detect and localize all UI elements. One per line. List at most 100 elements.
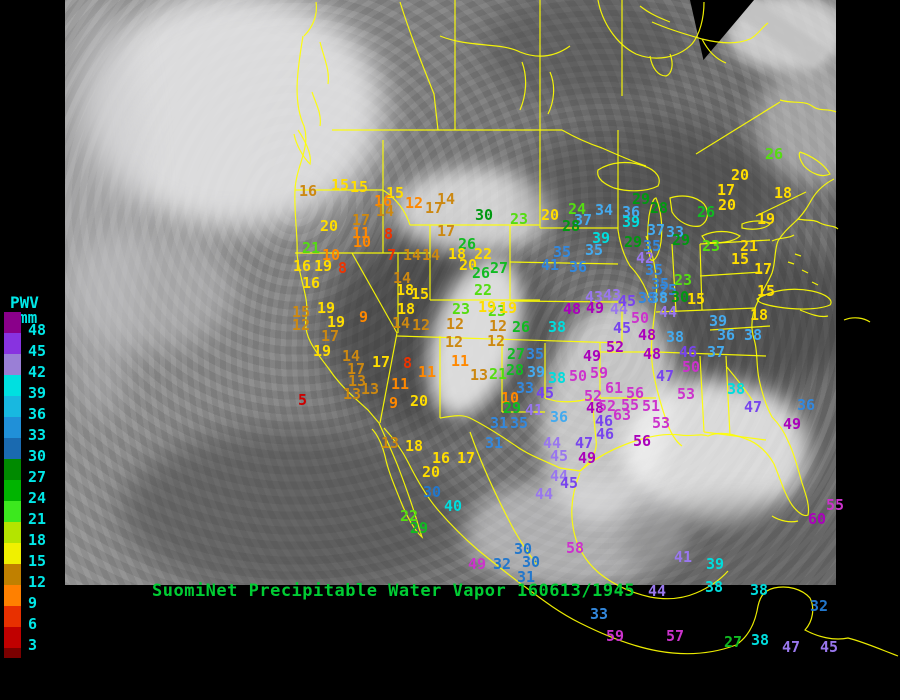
station-value: 50: [631, 309, 650, 327]
station-value: 33: [516, 379, 535, 397]
station-value: 38: [666, 328, 685, 346]
legend-label: 45: [28, 342, 47, 360]
station-value: 12: [405, 194, 424, 212]
station-value: 45: [613, 319, 632, 337]
station-value: 14: [392, 314, 411, 332]
states-east: [671, 239, 771, 331]
station-value: 18: [397, 300, 416, 318]
states-texas: [439, 343, 597, 472]
station-value: 48: [643, 345, 662, 363]
station-value: 20: [718, 196, 737, 214]
legend-label: 36: [28, 405, 47, 423]
legend-swatch: [4, 459, 21, 480]
cloud-streak-ocean: [65, 230, 235, 350]
station-value: 14: [422, 246, 441, 264]
station-value: 35: [643, 237, 662, 255]
dark-pacific-south: [120, 428, 465, 585]
station-value: 45: [618, 292, 637, 310]
station-value: 36: [622, 203, 641, 221]
station-value: 38: [727, 380, 746, 398]
legend-units: mm: [18, 308, 38, 327]
coast-mexico-west: [383, 427, 737, 655]
lake-michigan: [647, 197, 663, 261]
cloud-yucatan: [463, 478, 688, 585]
station-value: 21: [302, 239, 321, 257]
station-value: 15: [292, 303, 311, 321]
station-value: 30: [475, 206, 494, 224]
station-value: 59: [590, 364, 609, 382]
legend-swatch: [4, 522, 21, 543]
station-value: 49: [583, 347, 602, 365]
legend-swatch: [4, 396, 21, 417]
legend-label: 39: [28, 384, 47, 402]
station-value: 45: [536, 384, 555, 402]
station-value: 31: [517, 568, 536, 586]
florida-keys: [771, 515, 799, 523]
station-value: 23: [488, 302, 507, 320]
station-value: 28: [506, 361, 525, 379]
legend-label: 6: [28, 615, 38, 633]
station-value: 41: [525, 401, 544, 419]
station-value: 30: [514, 540, 533, 558]
station-value: 38: [548, 318, 567, 336]
station-value: 48: [586, 399, 605, 417]
station-value: 38: [638, 289, 657, 307]
station-value: 47: [782, 638, 801, 656]
dark-canada-mid: [485, 0, 685, 105]
station-value: 35: [526, 345, 545, 363]
coast-yucatan: [735, 586, 899, 657]
station-value: 19: [314, 257, 333, 275]
station-value: 31: [485, 434, 504, 452]
station-value: 43: [585, 288, 604, 306]
station-value: 33: [590, 605, 609, 623]
station-value: 35: [585, 241, 604, 259]
station-value: 14: [342, 347, 361, 365]
station-value: 53: [652, 414, 671, 432]
cloud-idaho: [395, 168, 555, 253]
station-value: 38: [751, 631, 770, 649]
product-title: SuomiNet Precipitable Water Vapor 160613…: [152, 581, 636, 601]
legend-swatch: [4, 438, 21, 459]
station-value: 8: [403, 354, 413, 372]
coast-baja: [371, 422, 424, 539]
legend-swatch: [4, 585, 21, 606]
satellite-image: [65, 0, 836, 585]
station-value: 19: [317, 299, 336, 317]
legend-label: 27: [28, 468, 47, 486]
station-value: 19: [499, 299, 518, 317]
station-value: 12: [412, 316, 431, 334]
station-value: 23: [702, 237, 721, 255]
coast-nw-islands: [293, 1, 329, 166]
station-value: 36: [550, 408, 569, 426]
station-value: 16: [293, 257, 312, 275]
station-value: 15: [411, 285, 430, 303]
station-value: 15: [757, 282, 776, 300]
station-value: 24: [568, 200, 587, 218]
station-value: 19: [478, 298, 497, 316]
coast-gulf-east: [579, 178, 835, 517]
station-value: 16: [374, 192, 393, 210]
station-value: 41: [541, 256, 560, 274]
station-value: 17: [457, 449, 476, 467]
station-value: 12: [487, 332, 506, 350]
station-value: 25: [659, 281, 678, 299]
station-value: 58: [566, 539, 585, 557]
station-value: 46: [595, 412, 614, 430]
station-value: 55: [826, 496, 845, 514]
st-lawrence: [695, 101, 807, 217]
station-value: 12: [489, 317, 508, 335]
station-value: 19: [757, 210, 776, 228]
station-value: 13: [361, 380, 380, 398]
station-value: 15: [687, 290, 706, 308]
station-value: 19: [327, 313, 346, 331]
station-value: 23: [510, 210, 529, 228]
legend-swatch: [4, 333, 21, 354]
station-value: 41: [674, 548, 693, 566]
coast-top-wedge: [639, 5, 769, 64]
coast-campeche: [571, 472, 729, 600]
station-value: 55: [621, 396, 640, 414]
station-value: 21: [489, 365, 508, 383]
station-value: 56: [626, 384, 645, 402]
station-value: 39: [622, 213, 641, 231]
